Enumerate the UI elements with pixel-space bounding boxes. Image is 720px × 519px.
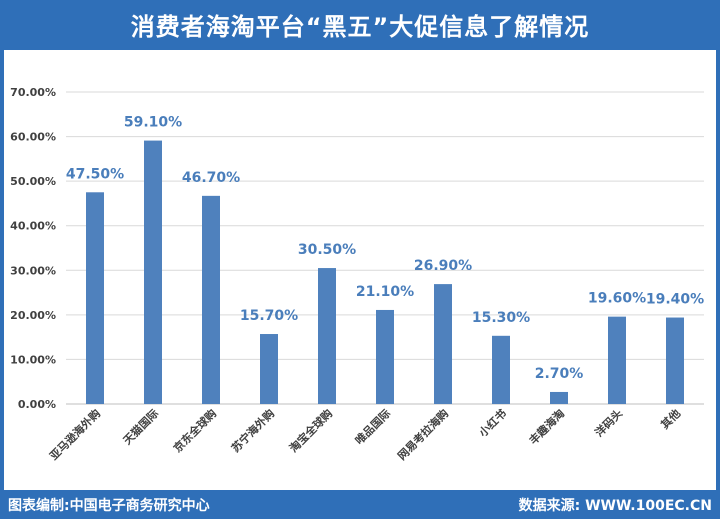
footer-source: 数据来源: WWW.100EC.CN	[518, 497, 712, 514]
y-tick-label: 20.00%	[10, 309, 56, 322]
bar	[608, 316, 626, 404]
y-tick-label: 60.00%	[10, 131, 56, 144]
bar	[318, 268, 336, 404]
chart-title: 消费者海淘平台“黑五”大促信息了解情况	[130, 12, 590, 41]
y-tick-label: 40.00%	[10, 220, 56, 233]
title-bar: 消费者海淘平台“黑五”大促信息了解情况	[0, 0, 720, 48]
value-label: 2.70%	[535, 366, 584, 382]
category-label: 唯品国际	[352, 406, 393, 447]
bar	[86, 192, 104, 404]
plot-panel: 0.00% 10.00% 20.00% 30.00% 40.00% 50.00% 60.00…	[4, 50, 716, 490]
category-label: 网易考拉海购	[395, 406, 452, 463]
bar	[202, 195, 220, 404]
bar	[666, 317, 684, 404]
bar	[492, 335, 510, 404]
y-tick-label: 30.00%	[10, 264, 56, 277]
value-label: 15.30%	[472, 310, 530, 326]
value-label: 19.40%	[646, 292, 704, 308]
value-label: 46.70%	[182, 170, 240, 186]
value-label: 47.50%	[66, 166, 124, 182]
y-tick-label: 10.00%	[10, 353, 56, 366]
value-label: 30.50%	[298, 242, 356, 258]
y-tick-label: 0.00%	[18, 398, 56, 411]
value-labels: 47.50% 59.10% 46.70% 15.70% 30.50% 21.10%26.9…	[66, 115, 704, 382]
category-label: 洋码头	[592, 406, 625, 439]
y-tick-label: 70.00%	[10, 86, 56, 99]
y-tick-label: 50.00%	[10, 175, 56, 188]
category-label: 小红书	[475, 406, 509, 440]
category-label: 苏宁海外购	[228, 406, 277, 455]
category-label: 亚马逊海外购	[47, 406, 104, 463]
bar	[260, 334, 278, 404]
bar	[376, 309, 394, 404]
x-axis: 亚马逊海外购 天猫国际 京东全球购 苏宁海外购 淘宝全球购 唯品国际 网易考拉海购 小红书 丰趣…	[47, 406, 684, 463]
value-label: 59.10%	[124, 115, 182, 131]
y-axis: 0.00% 10.00% 20.00% 30.00% 40.00% 50.00% 60.00…	[10, 86, 56, 411]
category-label: 丰趣海淘	[526, 406, 567, 447]
value-label: 21.10%	[356, 284, 414, 300]
bar	[550, 391, 568, 404]
value-label: 19.60%	[588, 291, 646, 307]
category-label: 其他	[658, 406, 683, 431]
category-label: 京东全球购	[170, 406, 219, 455]
category-label: 淘宝全球购	[286, 406, 335, 455]
bar	[144, 140, 162, 404]
bar	[434, 284, 452, 404]
bars	[86, 140, 684, 404]
footer-credit: 图表编制:中国电子商务研究中心	[8, 497, 210, 514]
category-label: 天猫国际	[120, 406, 161, 447]
value-label: 15.70%	[240, 308, 298, 324]
footer-bar: 图表编制:中国电子商务研究中心 数据来源: WWW.100EC.CN	[0, 490, 720, 519]
value-label: 26.90%	[414, 258, 472, 274]
bar-chart: 0.00% 10.00% 20.00% 30.00% 40.00% 50.00% 60.00…	[10, 86, 704, 463]
